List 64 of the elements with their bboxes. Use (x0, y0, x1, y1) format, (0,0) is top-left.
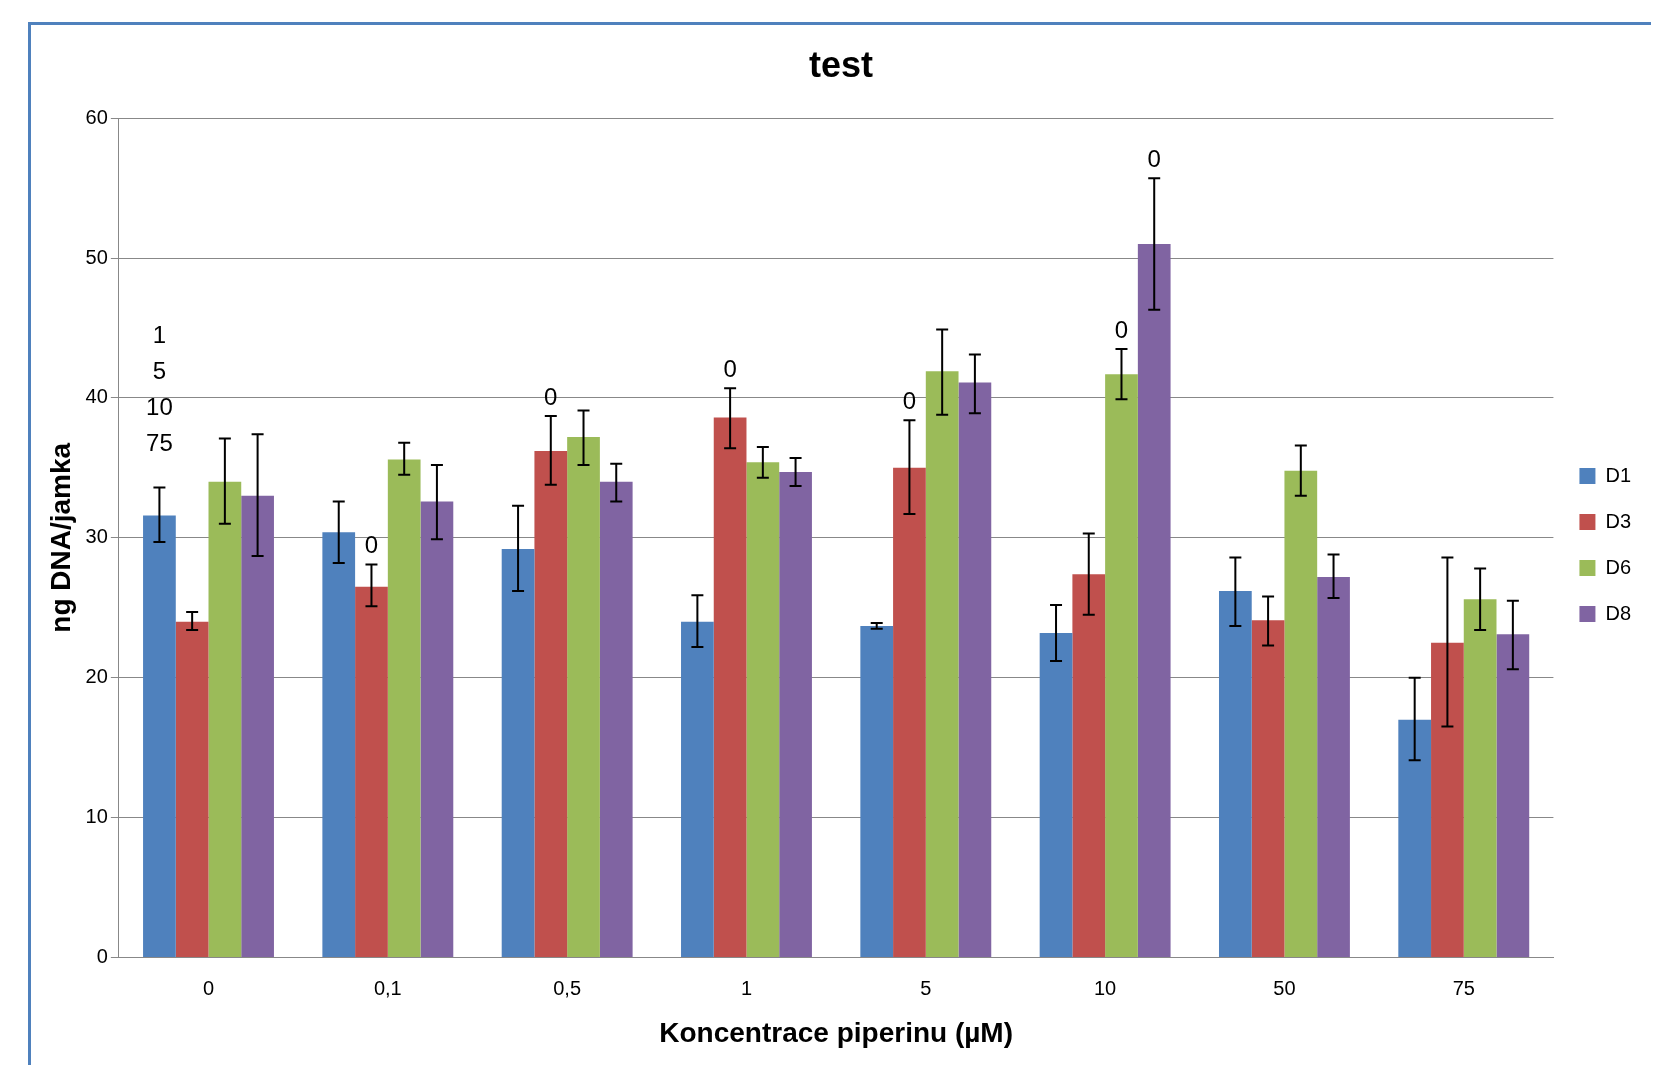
bar (1105, 374, 1138, 957)
annotation: 1 (152, 320, 167, 348)
bar (143, 515, 176, 957)
bar (567, 437, 600, 957)
bar (534, 451, 568, 957)
bar (925, 371, 959, 957)
annotation: 0 (1147, 144, 1161, 172)
bar (1398, 719, 1432, 957)
y-tick-label: 20 (85, 665, 108, 688)
legend-label: D8 (1605, 601, 1632, 624)
annotation: 5 (152, 356, 167, 384)
bar (175, 621, 209, 957)
x-tick-label: 75 (1452, 976, 1475, 999)
annotation: 10 (146, 392, 173, 420)
bar (1072, 574, 1106, 957)
y-tick-label: 10 (85, 805, 108, 828)
y-tick-label: 50 (85, 245, 108, 268)
bar (713, 417, 747, 957)
bar (355, 586, 388, 957)
x-tick-label: 10 (1094, 976, 1117, 999)
annotation: 75 (146, 428, 173, 456)
bar (1431, 642, 1464, 957)
bar (1218, 590, 1252, 957)
bar (322, 532, 356, 957)
annotation: 0 (1114, 315, 1129, 343)
y-tick-label: 30 (85, 525, 108, 548)
x-tick-label: 50 (1273, 976, 1296, 999)
y-tick-label: 40 (85, 385, 108, 408)
annotation: 0 (723, 354, 737, 382)
bar (1137, 244, 1171, 957)
x-tick-label: 5 (920, 976, 932, 999)
bar (208, 481, 242, 957)
legend-label: D6 (1605, 555, 1632, 578)
bar (1284, 470, 1318, 957)
y-tick-label: 60 (85, 105, 108, 128)
legend-label: D1 (1605, 463, 1632, 486)
x-axis-title: Koncentrace piperinu (µM) (659, 1016, 1013, 1048)
y-tick-label: 0 (96, 944, 108, 967)
bar (241, 495, 274, 957)
bar (746, 462, 780, 957)
bar (420, 501, 454, 957)
bar (1251, 620, 1285, 957)
bar (893, 467, 926, 957)
annotation: 0 (902, 386, 917, 414)
x-tick-label: 0 (202, 976, 215, 999)
bar (599, 481, 633, 957)
x-tick-label: 1 (740, 976, 753, 999)
bar (860, 625, 894, 957)
bar (1496, 634, 1530, 957)
x-tick-label: 0,1 (373, 976, 402, 999)
bar (1039, 632, 1073, 957)
bar (958, 382, 992, 957)
bar (779, 472, 812, 957)
bar (387, 459, 421, 957)
bar (1463, 599, 1497, 957)
bar (501, 548, 535, 957)
y-axis-title: ng DNA/jamka (44, 442, 76, 633)
chart-title: test (808, 43, 874, 85)
annotation: 0 (364, 531, 379, 558)
annotation: 0 (544, 382, 558, 410)
x-tick-label: 0,5 (553, 976, 582, 999)
bar (1317, 576, 1350, 957)
legend-label: D3 (1605, 509, 1632, 532)
bar (681, 621, 714, 957)
